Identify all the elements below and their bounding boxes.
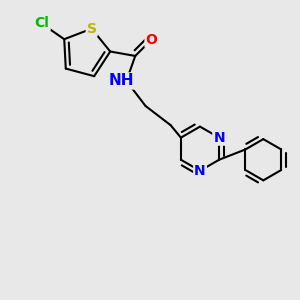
Text: Cl: Cl <box>35 16 50 30</box>
Text: S: S <box>87 22 97 36</box>
Text: O: O <box>146 33 158 47</box>
Text: N: N <box>213 130 225 145</box>
Text: NH: NH <box>108 74 134 88</box>
Text: N: N <box>194 164 206 178</box>
